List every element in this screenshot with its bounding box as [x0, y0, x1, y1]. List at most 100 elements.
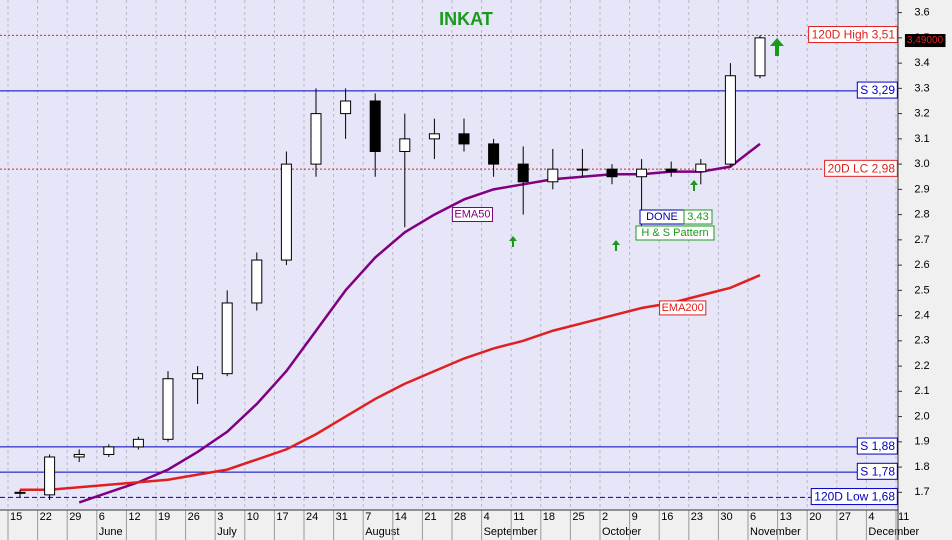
y-tick-label: 3.4	[914, 57, 929, 69]
annotation-box	[683, 209, 713, 225]
x-tick-label: 11	[513, 511, 524, 523]
chart-title: INKAT	[439, 9, 493, 29]
level-label: S 3,29	[860, 83, 895, 97]
candle-body	[73, 453, 85, 458]
x-tick-label: 19	[158, 511, 170, 523]
candle-body	[310, 113, 322, 165]
candle-body	[517, 163, 529, 183]
y-tick-label: 2.4	[914, 310, 929, 322]
series-label: EMA50	[454, 209, 490, 221]
y-tick-label: 2.3	[914, 335, 929, 347]
candle-body	[754, 37, 766, 77]
y-axis-area	[898, 0, 952, 540]
x-tick-label: 6	[750, 511, 756, 523]
x-tick-label: 11	[898, 511, 909, 523]
x-tick-label: 31	[336, 511, 348, 523]
series-label: EMA200	[662, 302, 704, 314]
x-tick-label: 15	[10, 511, 22, 523]
y-tick-label: 3.6	[914, 7, 929, 19]
candle-body	[695, 163, 707, 173]
y-tick-label: 3.1	[914, 133, 929, 145]
annotation: H & S Pattern	[641, 227, 708, 239]
candle-body	[44, 456, 56, 496]
series-label-box	[659, 300, 707, 316]
y-tick-label: 3.0	[914, 158, 929, 170]
candle-body	[251, 259, 263, 304]
level-label-box	[808, 26, 898, 44]
level-label-box	[856, 462, 898, 480]
level-label: S 1,88	[860, 439, 895, 453]
candle-body	[162, 378, 174, 440]
layer: EMA50 EMA200	[0, 0, 898, 510]
month-label: June	[99, 526, 123, 538]
level-label: 120D High 3,51	[812, 28, 896, 42]
x-tick-label: 20	[809, 511, 821, 523]
month-label: July	[217, 526, 237, 538]
x-tick-label: 16	[661, 511, 673, 523]
last-price-box	[904, 34, 946, 48]
series-label-box	[451, 207, 493, 223]
candle-body	[576, 168, 588, 171]
x-tick-label: 4	[484, 511, 490, 523]
level-label: S 1,78	[860, 464, 895, 478]
x-tick-label: 23	[691, 511, 703, 523]
candle-body	[369, 100, 381, 152]
x-tick-label: 25	[572, 511, 584, 523]
y-tick-label: 3.2	[914, 108, 929, 120]
annotation-box	[635, 225, 715, 241]
candle-body	[132, 438, 144, 448]
series-line	[20, 274, 761, 492]
x-tick-label: 10	[247, 511, 259, 523]
candle-body	[221, 302, 233, 375]
candle-body	[547, 168, 559, 183]
y-tick-label: 2.2	[914, 360, 929, 372]
candle-body	[280, 163, 292, 261]
plot-area	[0, 0, 898, 510]
candle-body	[340, 100, 352, 115]
y-tick-label: 1.7	[914, 486, 929, 498]
candle-body	[458, 133, 470, 145]
level-label-box	[856, 437, 898, 455]
y-tick-label: 1.9	[914, 436, 929, 448]
y-tick-label: 2.1	[914, 385, 929, 397]
level-label: 20D LC 2,98	[828, 161, 896, 175]
last-price-label: 3,49000	[907, 35, 944, 46]
x-tick-label: 27	[839, 511, 851, 523]
annotation: DONE	[646, 211, 678, 223]
y-tick-label: 2.8	[914, 209, 929, 221]
candle-body	[399, 138, 411, 152]
y-tick-label: 3.3	[914, 82, 929, 94]
x-tick-label: 9	[632, 511, 638, 523]
x-tick-label: 4	[868, 511, 874, 523]
candle-body	[192, 373, 204, 380]
x-tick-label: 30	[720, 511, 732, 523]
candle-body	[488, 143, 500, 165]
level-label-box	[824, 159, 898, 177]
month-label: September	[484, 526, 538, 538]
candle-body	[428, 133, 440, 140]
up-arrow	[690, 180, 698, 191]
up-arrow	[770, 38, 784, 56]
candle-body	[636, 168, 648, 178]
level-label-box	[810, 488, 898, 506]
y-tick-label: 2.5	[914, 284, 929, 296]
month-label: December	[868, 526, 919, 538]
x-tick-label: 7	[365, 511, 371, 523]
candle-body	[14, 491, 26, 494]
x-tick-label: 13	[780, 511, 792, 523]
y-tick-label: 2.6	[914, 259, 929, 271]
x-tick-label: 21	[424, 511, 436, 523]
month-label: November	[750, 526, 801, 538]
level-label: 120D Low 1,68	[814, 490, 895, 504]
x-tick-label: 26	[188, 511, 200, 523]
up-arrow	[509, 236, 517, 247]
y-tick-label: 2.9	[914, 183, 929, 195]
x-tick-label: 14	[395, 511, 407, 523]
y-tick-label: 2.0	[914, 410, 929, 422]
candle-body	[665, 168, 677, 173]
x-tick-label: 17	[276, 511, 288, 523]
y-tick-label: 1.8	[914, 461, 929, 473]
candle-body	[606, 168, 618, 178]
x-tick-label: 3	[217, 511, 223, 523]
